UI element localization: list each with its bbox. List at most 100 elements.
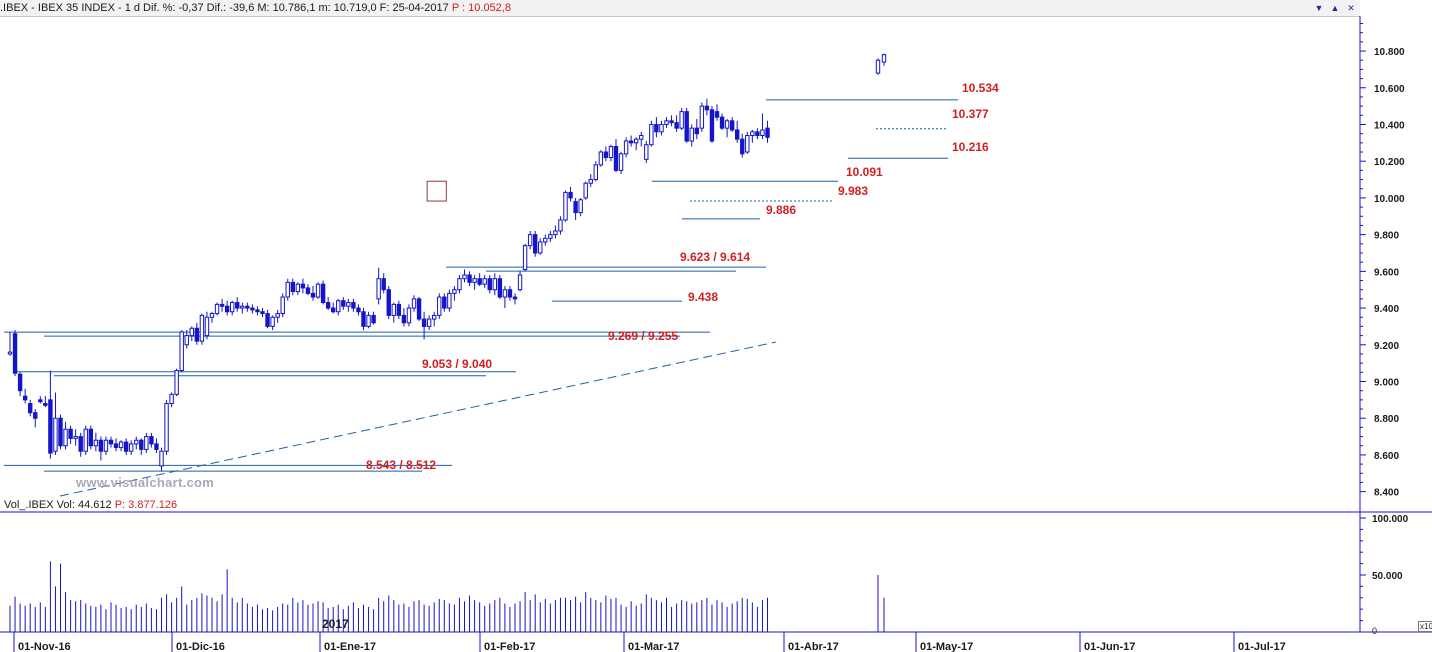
price-tick-label: 8.800 <box>1374 414 1399 425</box>
candle-up <box>432 314 437 320</box>
candle-down <box>416 298 422 320</box>
scale-factor-badge[interactable]: x10 <box>1418 621 1432 632</box>
candle-up <box>280 296 285 315</box>
level-label: 9.269 / 9.255 <box>608 329 678 343</box>
candle-down <box>250 307 255 311</box>
close-icon[interactable]: ✕ <box>1347 3 1355 13</box>
date-label: 01-Nov-16 <box>18 641 71 652</box>
chart-header: .IBEX - IBEX 35 INDEX - 1 d Dif. %: -0,3… <box>0 0 1360 17</box>
candle-down <box>669 120 674 124</box>
candle-up <box>679 111 684 129</box>
candle-up <box>174 369 179 395</box>
window-controls: ▼ ▲ ✕ <box>1312 2 1358 14</box>
candle-up <box>538 241 543 254</box>
candle-down <box>356 307 361 313</box>
watermark: www.visualchart.com <box>76 475 215 490</box>
candle-down <box>149 436 154 445</box>
candle-down <box>265 313 270 327</box>
candle-down <box>467 274 472 283</box>
candle-up <box>103 439 109 452</box>
candle-up <box>618 153 624 171</box>
date-label: 01-Ene-17 <box>324 641 376 652</box>
candle-up <box>492 278 498 291</box>
candle-down <box>442 296 447 309</box>
candle-up <box>93 439 99 447</box>
level-label: 10.534 <box>962 81 999 95</box>
candle-down <box>113 443 119 449</box>
candle-up <box>659 123 664 133</box>
candle-down <box>719 116 725 129</box>
candle-down <box>361 311 366 327</box>
candle-up <box>204 316 210 337</box>
volume-price: P: 3.877.126 <box>114 499 178 511</box>
volume-tick-label: 50.000 <box>1372 571 1403 582</box>
price-tick-label: 9.000 <box>1374 377 1399 388</box>
candle-up <box>664 120 669 125</box>
candle-down <box>139 439 144 450</box>
candle-down <box>507 289 513 298</box>
candle-up <box>73 436 78 439</box>
candle-down <box>351 302 356 309</box>
price-tick-label: 10.600 <box>1374 84 1405 95</box>
candle-down <box>300 283 306 289</box>
candle-up <box>517 274 523 291</box>
candle-up <box>553 230 558 236</box>
candle-up <box>634 138 639 144</box>
candle-up <box>457 278 462 291</box>
trendline <box>59 341 777 497</box>
candle-up <box>426 318 432 327</box>
candle-up <box>462 274 467 280</box>
candle-down <box>310 292 316 298</box>
candle-down <box>68 428 73 439</box>
level-label: 10.377 <box>952 107 989 121</box>
candle-down <box>98 439 104 452</box>
candle-down <box>43 403 48 406</box>
candle-up <box>209 313 215 318</box>
candle-up <box>189 327 195 337</box>
candle-up <box>129 443 134 452</box>
scroll-down-icon[interactable]: ▼ <box>1314 3 1324 13</box>
candle-up <box>760 129 765 136</box>
candle-up <box>745 134 750 153</box>
candle-up <box>275 313 280 318</box>
candle-up <box>214 303 220 315</box>
candle-down <box>573 201 578 214</box>
scroll-up-icon[interactable]: ▲ <box>1330 3 1340 13</box>
candle-down <box>735 129 740 140</box>
candle-up <box>639 134 644 140</box>
candle-down <box>628 140 634 144</box>
candle-down <box>58 417 63 447</box>
candle-down <box>755 131 760 136</box>
candle-up <box>164 403 169 452</box>
candle-up <box>452 289 457 294</box>
candle-up <box>118 441 124 449</box>
candle-up <box>598 151 604 166</box>
candle-down <box>401 314 407 324</box>
date-label: 01-May-17 <box>920 641 973 652</box>
candle-up <box>346 302 351 307</box>
level-label: 9.886 <box>766 203 796 217</box>
candle-down <box>235 302 240 309</box>
candle-up <box>336 300 341 313</box>
candle-up <box>583 182 588 199</box>
candle-down <box>320 283 326 304</box>
candle-down <box>33 412 38 419</box>
level-label: 9.983 <box>838 184 868 198</box>
candle-up <box>558 219 563 232</box>
candle-down <box>17 373 23 392</box>
candle-down <box>613 146 619 171</box>
date-label: 01-Jun-17 <box>1084 641 1135 652</box>
volume-zero-label: 0 <box>1372 626 1377 636</box>
price-tick-label: 8.400 <box>1374 488 1399 499</box>
candle-down <box>714 111 720 118</box>
candle-down <box>684 111 689 142</box>
price-tick-label: 9.200 <box>1374 341 1399 352</box>
candle-up <box>588 179 593 184</box>
date-label: 01-Dic-16 <box>176 641 225 652</box>
date-label: 01-Jul-17 <box>1238 641 1286 652</box>
candle-down <box>371 314 376 324</box>
price-tick-label: 8.600 <box>1374 451 1399 462</box>
candle-up <box>179 331 184 371</box>
candle-down <box>487 278 492 291</box>
